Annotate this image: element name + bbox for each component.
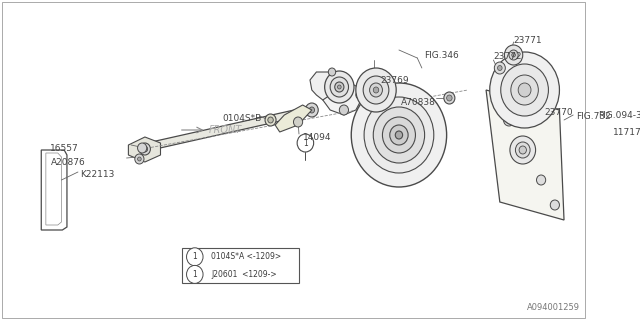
Text: 1: 1 xyxy=(193,270,197,279)
Circle shape xyxy=(536,175,546,185)
Text: K22113: K22113 xyxy=(80,170,114,179)
Polygon shape xyxy=(323,80,362,115)
Circle shape xyxy=(512,53,515,57)
Text: FIG.346: FIG.346 xyxy=(424,51,458,60)
Circle shape xyxy=(390,125,408,145)
Circle shape xyxy=(611,127,615,132)
Circle shape xyxy=(396,131,403,139)
Circle shape xyxy=(186,248,203,266)
Circle shape xyxy=(294,117,303,127)
Text: 14094: 14094 xyxy=(303,132,331,141)
Circle shape xyxy=(373,107,424,163)
Circle shape xyxy=(607,124,618,136)
Circle shape xyxy=(363,76,389,104)
Text: FRONT: FRONT xyxy=(209,125,243,135)
Circle shape xyxy=(444,92,455,104)
Circle shape xyxy=(504,114,515,126)
Text: 23770: 23770 xyxy=(545,108,573,116)
Polygon shape xyxy=(310,72,337,100)
Polygon shape xyxy=(275,105,312,132)
Circle shape xyxy=(500,64,548,116)
Circle shape xyxy=(494,62,506,74)
Polygon shape xyxy=(486,90,564,220)
Circle shape xyxy=(335,82,344,92)
Circle shape xyxy=(351,83,447,187)
Text: 11717: 11717 xyxy=(612,127,640,137)
Polygon shape xyxy=(129,137,161,162)
Circle shape xyxy=(447,95,452,101)
Circle shape xyxy=(140,143,150,155)
Circle shape xyxy=(504,45,523,65)
Text: A70838: A70838 xyxy=(401,98,436,107)
Circle shape xyxy=(519,146,527,154)
Text: A094001259: A094001259 xyxy=(527,303,580,312)
Circle shape xyxy=(518,83,531,97)
Circle shape xyxy=(373,87,379,93)
Circle shape xyxy=(511,75,538,105)
Text: 0104S*B: 0104S*B xyxy=(223,114,262,123)
Text: 23771: 23771 xyxy=(513,36,542,44)
Circle shape xyxy=(364,97,434,173)
Circle shape xyxy=(356,91,363,99)
Circle shape xyxy=(328,68,335,76)
Polygon shape xyxy=(142,105,316,152)
Circle shape xyxy=(369,83,383,97)
Circle shape xyxy=(510,136,536,164)
Circle shape xyxy=(268,117,273,123)
Text: FIG.732: FIG.732 xyxy=(576,111,611,121)
Text: A20876: A20876 xyxy=(51,157,85,166)
Circle shape xyxy=(515,142,530,158)
Circle shape xyxy=(138,143,147,153)
Text: 23769: 23769 xyxy=(381,76,409,84)
Circle shape xyxy=(490,52,559,128)
Circle shape xyxy=(138,157,141,161)
Circle shape xyxy=(337,85,341,89)
Circle shape xyxy=(550,200,559,210)
Circle shape xyxy=(356,68,396,112)
Circle shape xyxy=(330,77,349,97)
Circle shape xyxy=(186,265,203,284)
Text: 0104S*A <-1209>: 0104S*A <-1209> xyxy=(211,252,282,261)
Circle shape xyxy=(309,107,315,113)
Bar xyxy=(182,248,300,283)
Circle shape xyxy=(142,146,148,152)
Text: J20601  <1209->: J20601 <1209-> xyxy=(211,270,277,279)
Circle shape xyxy=(339,105,349,115)
Circle shape xyxy=(135,154,144,164)
Circle shape xyxy=(383,117,415,153)
Text: FIG.094-3: FIG.094-3 xyxy=(598,110,640,119)
Circle shape xyxy=(497,66,502,70)
Circle shape xyxy=(324,71,354,103)
Circle shape xyxy=(297,134,314,152)
Text: 23772: 23772 xyxy=(493,52,522,60)
Text: 1: 1 xyxy=(193,252,197,261)
Circle shape xyxy=(265,114,276,126)
Circle shape xyxy=(509,50,518,60)
Text: 1: 1 xyxy=(303,139,308,148)
Circle shape xyxy=(305,103,318,117)
Text: 16557: 16557 xyxy=(51,143,79,153)
